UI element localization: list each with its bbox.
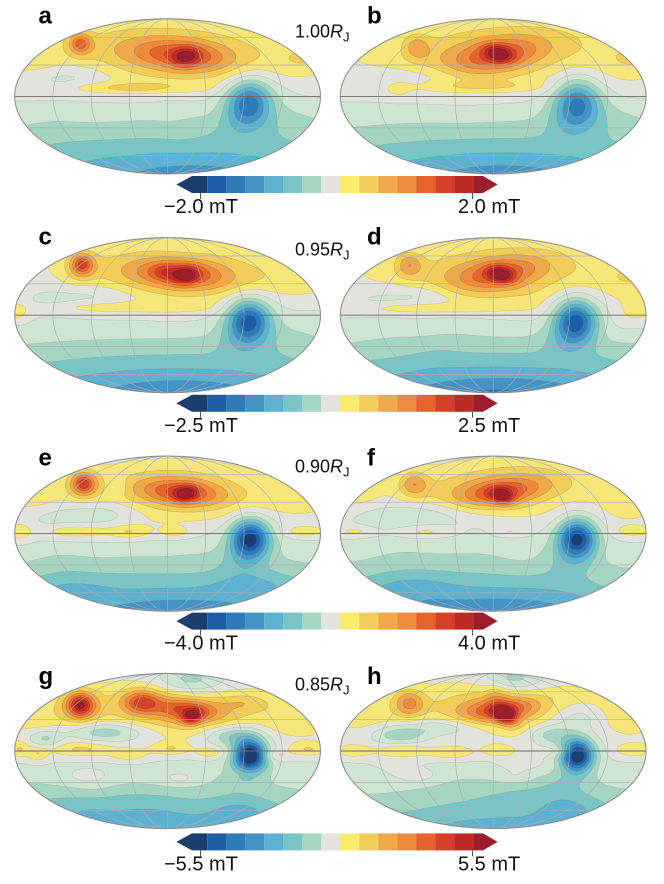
svg-text:0.95RJ: 0.95RJ (295, 239, 350, 262)
svg-text:0.85RJ: 0.85RJ (295, 674, 350, 697)
svg-text:1.00RJ: 1.00RJ (295, 21, 350, 44)
svg-text:b: b (367, 3, 382, 30)
svg-text:2.5 mT: 2.5 mT (458, 415, 520, 437)
svg-text:g: g (39, 663, 54, 690)
svg-text:d: d (367, 224, 382, 251)
svg-text:0.90RJ: 0.90RJ (295, 456, 350, 479)
svg-text:2.0 mT: 2.0 mT (458, 196, 520, 218)
svg-text:−2.0 mT: −2.0 mT (164, 196, 238, 218)
svg-text:5.5 mT: 5.5 mT (458, 853, 520, 875)
svg-text:−2.5 mT: −2.5 mT (164, 415, 238, 437)
svg-text:−5.5 mT: −5.5 mT (164, 853, 238, 875)
svg-text:f: f (367, 445, 376, 472)
svg-text:h: h (367, 663, 382, 690)
svg-text:a: a (39, 3, 53, 30)
svg-text:−4.0 mT: −4.0 mT (164, 633, 238, 655)
svg-text:e: e (39, 445, 52, 472)
svg-text:c: c (39, 224, 52, 251)
svg-text:4.0 mT: 4.0 mT (458, 633, 520, 655)
